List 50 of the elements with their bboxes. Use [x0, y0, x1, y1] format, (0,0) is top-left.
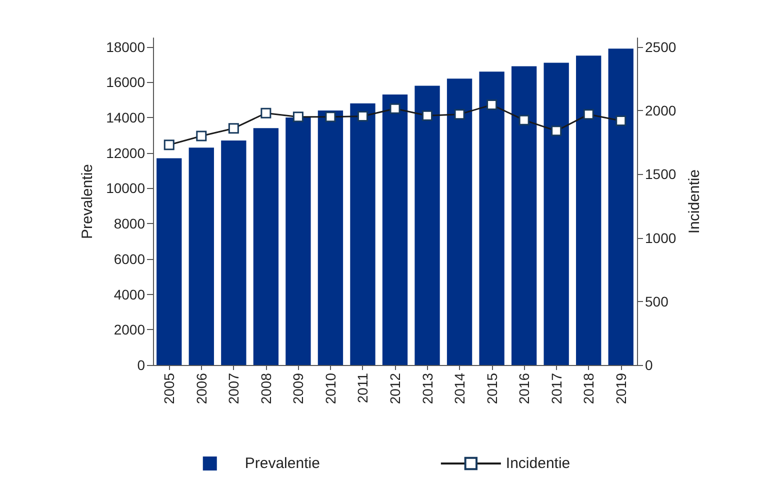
bar — [156, 158, 182, 365]
y2-tick-label: 0 — [645, 357, 653, 373]
x-tick-label: 2007 — [226, 372, 242, 404]
bar — [188, 148, 214, 365]
y2-tick-label: 500 — [645, 293, 669, 310]
bar — [608, 48, 634, 365]
y2-tick-label: 2000 — [645, 102, 676, 119]
bar — [221, 140, 246, 365]
bar — [511, 66, 537, 365]
y2-tick-label: 1000 — [645, 230, 676, 246]
bar — [544, 62, 569, 365]
x-tick-label: 2011 — [354, 372, 371, 404]
x-tick-label: 2017 — [548, 372, 564, 404]
bar — [350, 103, 376, 365]
y-tick-label: 14000 — [106, 110, 146, 126]
y-tick-label: 10000 — [106, 180, 146, 196]
x-tick-label: 2005 — [161, 372, 178, 404]
bar — [479, 72, 504, 365]
x-tick-label: 2015 — [484, 372, 500, 404]
x-tick-label: 2012 — [387, 372, 403, 404]
y-tick-label: 4000 — [114, 286, 146, 302]
x-tick-label: 2009 — [290, 372, 306, 404]
bar — [446, 78, 472, 365]
x-tick-label: 2008 — [258, 372, 274, 404]
x-tick-label: 2010 — [322, 372, 338, 404]
bar — [318, 110, 344, 365]
x-tick-label: 2014 — [452, 372, 468, 404]
y-tick-label: 6000 — [114, 250, 146, 267]
bar — [286, 118, 311, 365]
y-tick-label: 2000 — [114, 322, 146, 338]
legend-label: Prevalentie — [244, 455, 320, 472]
y-axis-title: Prevalentie — [79, 164, 96, 240]
bar — [576, 56, 602, 365]
x-tick-label: 2006 — [193, 372, 210, 404]
y2-tick-label: 2500 — [645, 38, 676, 55]
y-tick-label: 8000 — [114, 216, 146, 232]
y-tick-label: 16000 — [106, 74, 146, 90]
x-tick-label: 2016 — [516, 372, 532, 404]
x-tick-label: 2018 — [580, 372, 597, 404]
y-tick-label: 0 — [137, 357, 146, 373]
legend-label: Incidentie — [506, 455, 570, 472]
bar — [414, 86, 440, 365]
y-tick-label: 12000 — [106, 144, 146, 161]
x-tick-label: 2013 — [419, 372, 436, 404]
y-tick-label: 18000 — [106, 38, 146, 55]
y2-tick-label: 1500 — [645, 166, 676, 182]
y2-axis-title: Incidentie — [686, 169, 704, 234]
x-tick-label: 2019 — [612, 372, 629, 404]
bar — [253, 128, 279, 365]
bar — [382, 94, 408, 365]
